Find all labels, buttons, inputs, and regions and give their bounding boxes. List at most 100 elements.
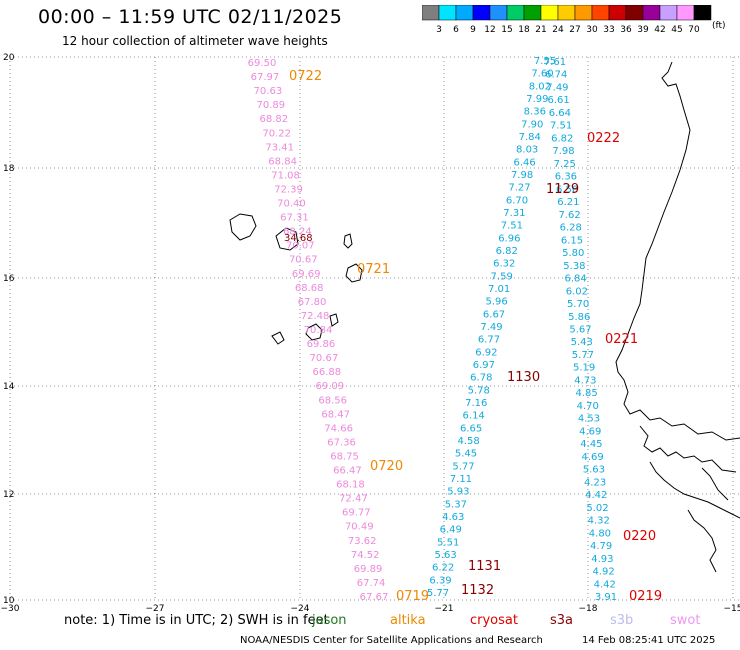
wave-height-label: 70.84 — [304, 325, 333, 336]
wave-height-label: 8.03 — [516, 145, 538, 156]
wave-height-colorbar: 3 6 9 12 15 18 21 24 27 30 33 36 39 42 45 70 — [422, 5, 712, 35]
wave-height-label: 6.67 — [483, 309, 505, 320]
wave-height-label: 4.70 — [577, 401, 599, 412]
wave-height-label: 69.09 — [315, 381, 344, 392]
wave-height-label: 69.86 — [307, 339, 336, 350]
lat-tick-label: 20 — [3, 53, 15, 63]
canary-island-2 — [275, 227, 299, 251]
wave-height-label: 6.70 — [506, 195, 528, 206]
wave-height-label: 4.23 — [584, 477, 606, 488]
pass-time-label: 1132 — [461, 583, 494, 598]
wave-height-label: 6.65 — [460, 423, 482, 434]
africa-coastline — [615, 61, 740, 573]
canary-island-3 — [343, 233, 353, 249]
wave-height-label: 7.31 — [503, 208, 525, 219]
wave-height-label: 67.80 — [298, 297, 327, 308]
wave-height-label: 68.68 — [295, 283, 324, 294]
pass-time-label: 0219 — [629, 589, 662, 604]
lon-tick-label: −30 — [1, 604, 20, 614]
wave-height-label: 74.52 — [351, 550, 380, 561]
wave-height-label: 6.82 — [551, 133, 573, 144]
wave-height-label: 6.92 — [475, 347, 497, 358]
wave-height-label: 6.14 — [463, 411, 485, 422]
wave-height-label: 5.19 — [573, 363, 595, 374]
wave-height-label: 70.22 — [262, 128, 291, 139]
page-title: 00:00 – 11:59 UTC 02/11/2025 — [38, 6, 343, 28]
wave-height-label: 7.51 — [550, 121, 572, 132]
swot-track: 69.50 67.97 70.63 70.89 68.82 70.22 73.41 68.84… — [248, 58, 389, 603]
wave-height-label: 6.46 — [513, 157, 535, 168]
wave-height-label: 7.49 — [480, 322, 502, 333]
lat-lon-grid — [9, 56, 740, 601]
wave-height-label: 4.85 — [575, 388, 597, 399]
wave-height-label: 7.98 — [511, 170, 533, 181]
pass-time-label: 0722 — [289, 69, 322, 84]
wave-height-label: 72.39 — [274, 184, 303, 195]
wave-height-label: 67.67 — [360, 592, 389, 603]
wave-height-label: 7.55 — [534, 56, 556, 67]
page-subtitle: 12 hour collection of altimeter wave hei… — [62, 34, 328, 48]
wave-height-label: 72.47 — [339, 494, 368, 505]
wave-height-label: 7.99 — [526, 94, 548, 105]
pass-time-label: 34.68 — [284, 233, 313, 244]
wave-height-label: 5.38 — [563, 261, 585, 272]
legend-altika: altika — [390, 613, 426, 628]
wave-height-label: 6.22 — [432, 563, 454, 574]
legend-swot: swot — [670, 613, 701, 628]
wave-height-label: 6.97 — [473, 360, 495, 371]
colorbar-tick-label: 15 — [501, 25, 512, 35]
colorbar-units: (ft) — [712, 21, 726, 31]
wave-height-label: 71.08 — [271, 170, 300, 181]
colorbar-tick-label: 36 — [620, 25, 632, 35]
pass-time-label: 0719 — [396, 589, 429, 604]
wave-height-label: 67.36 — [327, 437, 356, 448]
wave-height-label: 6.96 — [498, 233, 520, 244]
wave-height-label: 68.56 — [318, 395, 347, 406]
wave-height-label: 5.77 — [572, 350, 594, 361]
wave-height-label: 69.77 — [342, 508, 371, 519]
wave-height-label: 5.80 — [562, 248, 584, 259]
wave-height-label: 5.77 — [427, 588, 449, 599]
cape-verde-island-2 — [305, 323, 323, 341]
wave-height-label: 8.02 — [529, 81, 551, 92]
wave-height-label: 66.88 — [313, 367, 342, 378]
cape-verde-island-3 — [271, 331, 285, 345]
colorbar-tick-label: 39 — [637, 25, 649, 35]
wave-height-label: 5.93 — [447, 487, 469, 498]
wave-height-label: 6.56 — [556, 184, 578, 195]
colorbar-tick-label: 12 — [484, 25, 495, 35]
wave-height-label: 69.89 — [354, 564, 383, 575]
wave-height-label: 5.70 — [567, 299, 589, 310]
wave-height-label: 4.53 — [578, 414, 600, 425]
wave-height-label: 4.58 — [457, 436, 479, 447]
pass-time-label: 0720 — [370, 459, 403, 474]
wave-height-label: 5.63 — [583, 465, 605, 476]
wave-height-label: 73.62 — [348, 536, 377, 547]
wave-height-label: 68.18 — [336, 480, 365, 491]
wave-height-label: 7.01 — [488, 284, 510, 295]
wave-height-label: 7.90 — [521, 119, 543, 130]
wave-height-label: 74.66 — [324, 423, 353, 434]
s3b-track-west: 7.55 7.608.02 7.99 8.367.90 7.84 8.036.46 7.98… — [427, 56, 556, 599]
wave-height-label: 7.61 — [544, 57, 566, 68]
legend-cryosat: cryosat — [470, 613, 518, 628]
coastline — [229, 61, 740, 573]
wave-height-label: 7.16 — [465, 398, 487, 409]
wave-height-label: 5.78 — [468, 385, 490, 396]
colorbar-tick-label: 18 — [518, 25, 530, 35]
wave-height-label: 6.15 — [561, 235, 583, 246]
wave-height-label: 7.84 — [519, 132, 541, 143]
wave-height-label: 6.64 — [549, 108, 571, 119]
wave-height-label: 5.43 — [571, 337, 593, 348]
wave-height-label: 6.61 — [548, 95, 570, 106]
wave-height-label: 4.80 — [589, 528, 611, 539]
axis-tick-labels: −30 −27 −24 −21 −18 −15 20 18 16 14 12 10 — [1, 53, 740, 614]
wave-height-label: 6.49 — [440, 525, 462, 536]
wave-height-label: 4.93 — [591, 554, 613, 565]
wave-height-label: 6.36 — [555, 172, 577, 183]
wave-height-label: 5.02 — [586, 503, 608, 514]
wave-height-label: 5.67 — [569, 325, 591, 336]
colorbar-tick-label: 21 — [535, 25, 546, 35]
lon-tick-label: −15 — [724, 604, 740, 614]
